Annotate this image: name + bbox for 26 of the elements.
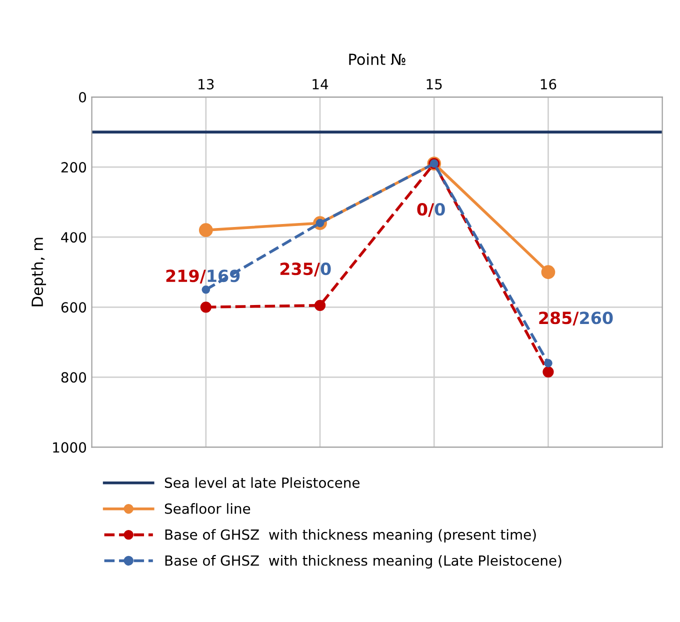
x-tick-label: 16	[540, 78, 556, 90]
point	[542, 366, 554, 378]
y-tick-label: 800	[61, 372, 86, 383]
legend-label: Seafloor line	[164, 503, 250, 514]
y-tick-label: 400	[61, 232, 86, 243]
legend-label: Sea level at late Pleistocene	[164, 477, 360, 488]
y-tick-label: 0	[79, 92, 86, 103]
legend-label: Base of GHSZ with thickness meaning (Late Pleistocene)	[165, 555, 562, 568]
y-axis-title: Depth, m	[31, 238, 46, 306]
annotation: 285/260	[539, 312, 613, 326]
y-tick-label: 200	[61, 162, 86, 173]
y-tick-label: 600	[61, 302, 86, 313]
point	[202, 285, 210, 294]
y-tick-label: 1000	[53, 442, 86, 453]
point	[544, 359, 552, 368]
annotation: 0/0	[417, 203, 445, 217]
x-tick-label: 13	[198, 78, 214, 90]
legend-label: Base of GHSZ with thickness meaning (present time)	[165, 529, 536, 543]
point	[198, 223, 213, 238]
x-tick-label: 15	[426, 79, 442, 90]
x-axis-title: Point №	[349, 53, 406, 66]
x-tick-label: 14	[312, 79, 328, 90]
annotation: 235/0	[280, 262, 331, 276]
point	[541, 265, 556, 280]
point	[200, 302, 212, 313]
point	[314, 300, 326, 311]
